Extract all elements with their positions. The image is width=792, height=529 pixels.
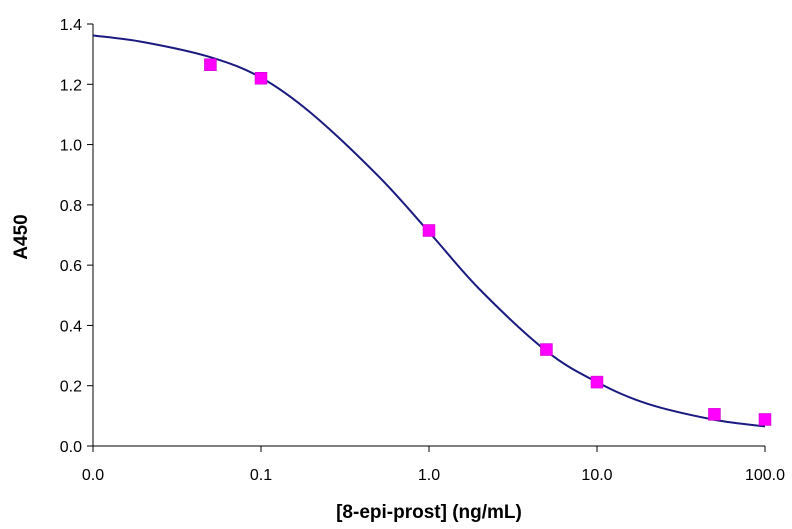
- x-tick-label: 1.0: [418, 467, 440, 484]
- data-point: [254, 72, 268, 85]
- data-point: [422, 224, 436, 237]
- x-tick-label: 0.1: [250, 467, 272, 484]
- y-tick-label: 1.4: [60, 17, 82, 34]
- ticks: 0.0 0.2 0.4 0.6 0.8 1.0 1.2 1.4 0.0 0.1 1.0 10.0 100…: [60, 17, 785, 484]
- data-point: [204, 58, 217, 71]
- data-point: [708, 408, 721, 421]
- y-tick-label: 0.8: [60, 198, 82, 215]
- x-tick-label: 10.0: [581, 467, 612, 484]
- y-tick-label: 1.0: [60, 138, 82, 155]
- x-axis-title: [8-epi-prost] (ng/mL): [336, 502, 522, 523]
- y-tick-label: 0.6: [60, 258, 82, 275]
- data-point: [758, 413, 772, 426]
- y-axis-title: A450: [11, 214, 32, 259]
- y-tick-label: 0.2: [60, 379, 82, 396]
- data-point: [540, 343, 553, 356]
- data-point: [590, 375, 604, 389]
- y-tick-label: 0.0: [60, 439, 82, 456]
- series: [92, 34, 772, 428]
- y-tick-label: 1.2: [60, 77, 82, 94]
- y-tick-label: 0.4: [60, 318, 82, 335]
- x-tick-label: 100.0: [745, 467, 785, 484]
- x-tick-label: 0.0: [82, 467, 104, 484]
